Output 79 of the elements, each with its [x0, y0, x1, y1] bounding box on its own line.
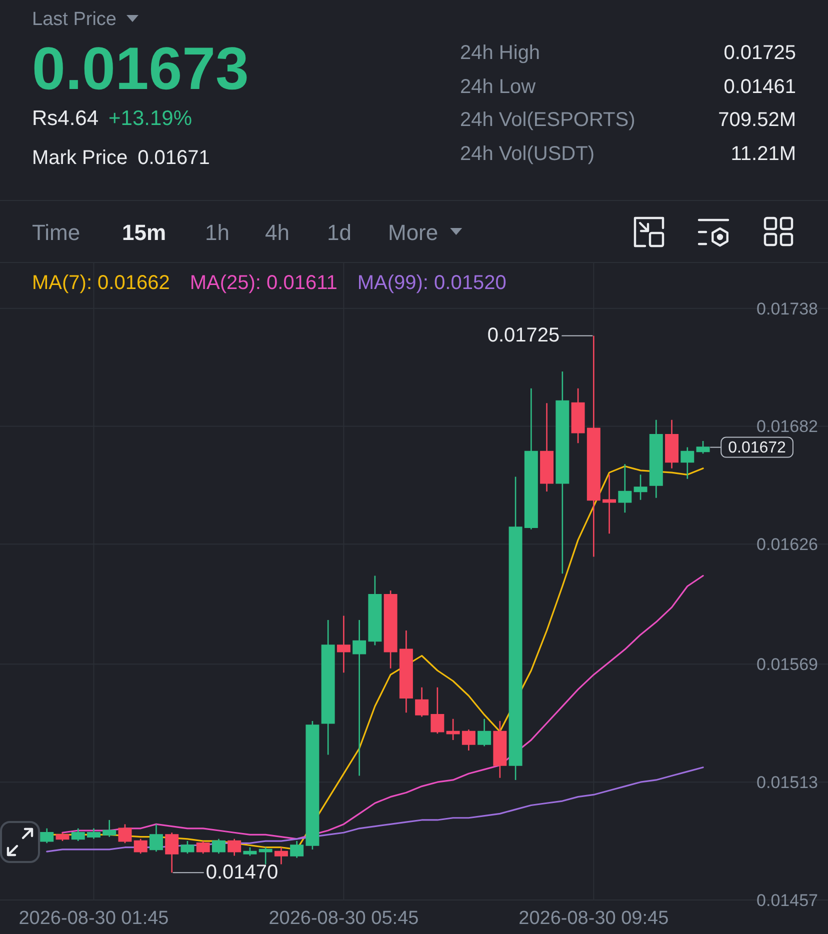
candlestick	[321, 619, 335, 756]
candlestick	[462, 728, 476, 752]
candlestick	[40, 828, 54, 844]
text: Rs4.64	[32, 106, 99, 130]
candlestick	[228, 838, 242, 856]
candlestick	[306, 720, 320, 850]
candlestick	[618, 463, 632, 514]
text: Time	[32, 220, 80, 244]
candlestick	[508, 476, 522, 781]
candlestick	[446, 718, 460, 741]
candlestick	[384, 590, 398, 670]
text: MA(7): 0.01662	[32, 272, 170, 294]
candlestick	[368, 575, 382, 646]
candlestick	[430, 686, 444, 734]
text: MA(25): 0.01611	[190, 272, 338, 294]
candlestick	[524, 388, 538, 530]
x-tick-label: 2026-08-30 01:45	[18, 908, 169, 928]
annotation: 0.01672	[728, 438, 786, 456]
candlestick	[415, 686, 429, 718]
candlestick	[290, 840, 304, 859]
annotation: 0.01470	[206, 862, 278, 884]
text: 4h	[265, 220, 290, 244]
text: 15m	[122, 220, 166, 244]
text: 0.01673	[32, 34, 249, 102]
text: 709.52M	[718, 109, 796, 131]
candlestick	[540, 402, 554, 492]
candlestick	[602, 474, 616, 534]
text: 24h Vol(USDT)	[460, 143, 594, 165]
candlestick	[336, 615, 350, 674]
text: MA(99): 0.01520	[357, 272, 506, 294]
y-tick-label: 0.01682	[756, 416, 818, 436]
y-tick-label: 0.01457	[756, 890, 818, 910]
text: Last Price	[32, 8, 116, 30]
text: 0.01461	[724, 76, 796, 98]
candlestick	[180, 840, 194, 854]
candlestick	[212, 838, 226, 854]
candlestick	[634, 474, 648, 501]
candlestick	[258, 846, 272, 865]
y-tick-label: 0.01513	[756, 772, 818, 792]
text: 1h	[205, 220, 230, 244]
candlestick	[165, 832, 179, 874]
x-tick-label: 2026-08-30 09:45	[518, 908, 669, 928]
candlestick	[649, 419, 663, 498]
candlestick	[680, 446, 694, 480]
y-tick-label: 0.01738	[756, 298, 818, 318]
candlestick	[352, 619, 366, 776]
candlestick	[571, 388, 585, 444]
candlestick	[149, 824, 163, 852]
text: +13.19%	[108, 106, 192, 130]
candlestick	[478, 718, 492, 747]
candlestick	[196, 840, 210, 854]
text: 24h Vol(ESPORTS)	[460, 109, 636, 131]
candlestick	[274, 846, 288, 865]
y-tick-label: 0.01626	[756, 534, 818, 554]
candlestick	[399, 630, 413, 714]
x-tick-label: 2026-08-30 05:45	[268, 908, 419, 928]
annotation: 0.01725	[487, 324, 560, 347]
candlestick	[102, 819, 116, 838]
candlestick	[134, 838, 148, 854]
candlestick	[86, 828, 100, 840]
text: More	[388, 220, 438, 244]
line-series	[46, 766, 704, 852]
candlestick	[118, 824, 132, 844]
candlestick	[56, 832, 70, 842]
text: 0.01671	[138, 147, 210, 169]
text: 11.21M	[730, 143, 796, 165]
candlestick	[243, 846, 257, 856]
candlestick	[696, 440, 710, 454]
candlestick	[493, 720, 507, 779]
y-tick-label: 0.01569	[756, 654, 818, 674]
text: 0.01725	[724, 42, 796, 64]
text: 24h High	[460, 42, 540, 64]
candlestick	[556, 370, 570, 574]
candlestick	[71, 828, 85, 842]
candlestick	[665, 419, 679, 469]
text: 1d	[327, 220, 352, 244]
text: Mark Price	[32, 147, 128, 169]
line-series	[62, 574, 704, 840]
text: 24h Low	[460, 76, 536, 98]
